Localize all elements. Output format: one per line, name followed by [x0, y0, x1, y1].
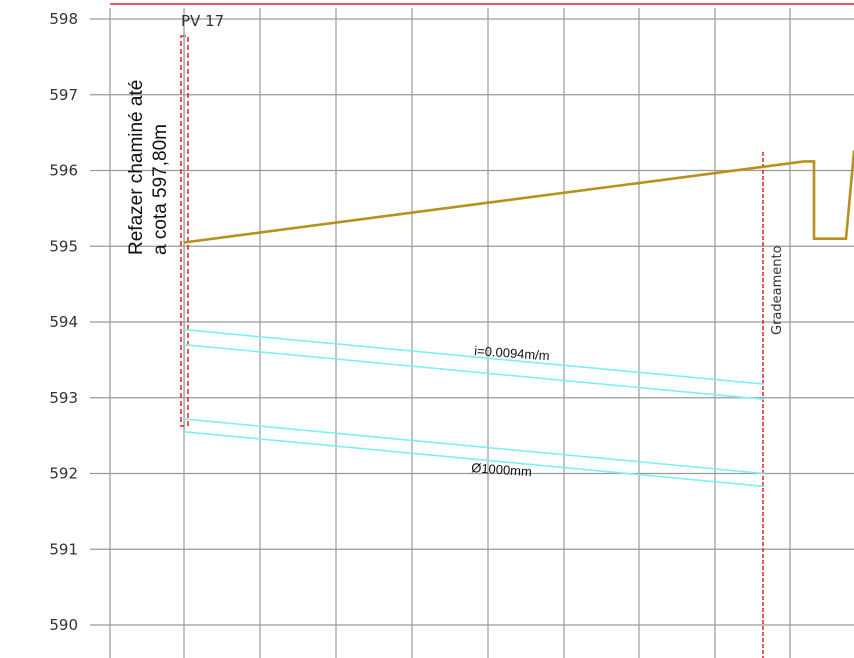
- elevation-tick-label: 597: [49, 86, 78, 104]
- pipe-invert-upper: [183, 418, 765, 475]
- elevation-tick-label: 591: [49, 540, 78, 558]
- slope-label: i=0.0094m/m: [474, 343, 550, 363]
- elevation-tick-label: 598: [49, 10, 78, 28]
- pipe-crown-lower: [183, 343, 765, 401]
- pipe-invert-lower: [183, 431, 765, 488]
- elevation-tick-label: 594: [49, 313, 78, 331]
- grid-lines: [90, 8, 854, 658]
- chimney-note-line-2: a cota 597,80m: [150, 124, 171, 255]
- elevation-tick-label: 595: [49, 237, 78, 255]
- profile-lines: [183, 150, 854, 488]
- manhole-label: PV 17: [181, 12, 224, 30]
- diameter-label: Ø1000mm: [471, 460, 533, 479]
- elevation-tick-label: 596: [49, 162, 78, 180]
- terrain-profile-line: [183, 150, 854, 244]
- elevation-tick-label: 590: [49, 616, 78, 634]
- grating-label: Gradeamento: [770, 245, 785, 335]
- elevation-axis: 598 597 596 595 594 593 592 591 590: [49, 10, 78, 634]
- chimney-note-line-1: Refazer chaminé até: [126, 80, 147, 255]
- elevation-tick-label: 593: [49, 389, 78, 407]
- pipe-crown-upper: [183, 328, 765, 385]
- elevation-tick-label: 592: [49, 465, 78, 483]
